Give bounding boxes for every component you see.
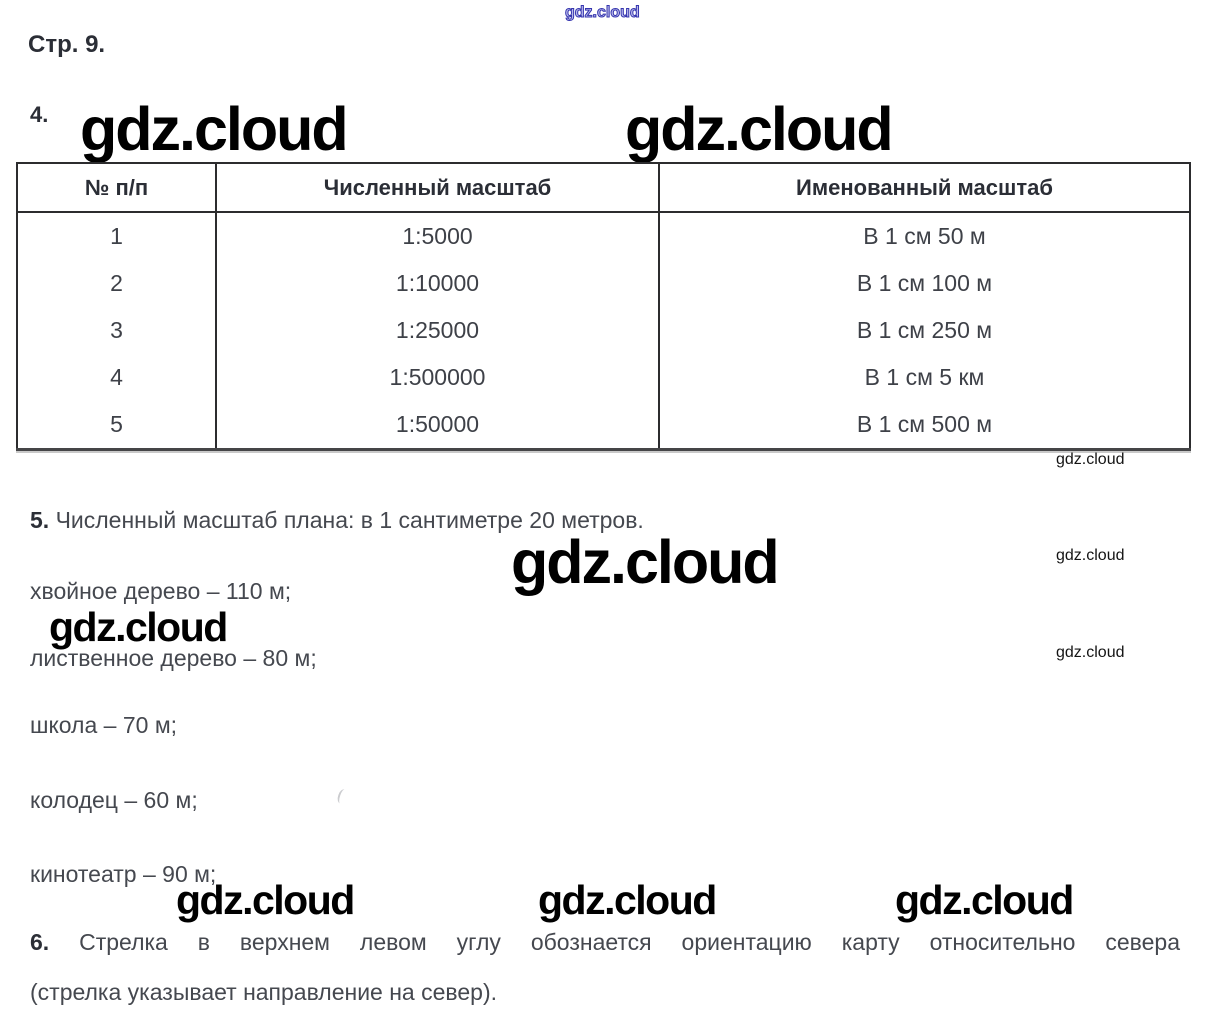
table-cell: 1 — [16, 212, 217, 260]
table-cell: 1:5000 — [215, 212, 660, 260]
watermark-small-2: gdz.cloud — [1056, 547, 1125, 564]
watermark-large-1: gdz.cloud — [80, 95, 349, 163]
table-row: 3 1:25000 В 1 см 250 м — [16, 307, 1191, 354]
scale-table: № п/п Численный масштаб Именованный масш… — [16, 162, 1191, 451]
task5-intro: 5. Численный масштаб плана: в 1 сантимет… — [30, 507, 644, 534]
task6-line1-text: Стрелка в верхнем левом углу обознается … — [79, 929, 1180, 955]
table-cell: 2 — [16, 260, 217, 307]
list-item-well: колодец – 60 м; — [30, 787, 198, 813]
table-cell: В 1 см 50 м — [658, 212, 1191, 260]
table-cell: 3 — [16, 307, 217, 354]
table-cell: 1:500000 — [215, 354, 660, 401]
table-row: 2 1:10000 В 1 см 100 м — [16, 260, 1191, 307]
page-label: Стр. 9. — [28, 31, 106, 58]
table-row: 4 1:500000 В 1 см 5 км — [16, 354, 1191, 401]
task5-number: 5. — [30, 507, 50, 533]
table-cell: 1:10000 — [215, 260, 660, 307]
table-cell: 1:25000 — [215, 307, 660, 354]
task6-line2: (стрелка указывает направление на север)… — [30, 979, 497, 1005]
table-header-row: № п/п Численный масштаб Именованный масш… — [16, 163, 1191, 213]
table-header-cell: Численный масштаб — [215, 163, 660, 213]
table-header-cell: № п/п — [16, 163, 217, 213]
task4-number: 4. — [30, 102, 49, 127]
table-cell: В 1 см 5 км — [658, 354, 1191, 401]
watermark-small-1: gdz.cloud — [1056, 451, 1125, 468]
table-cell: В 1 см 500 м — [658, 401, 1191, 450]
watermark-medium: gdz.cloud — [49, 604, 228, 650]
watermark-large-3: gdz.cloud — [511, 528, 780, 596]
watermark-large-2: gdz.cloud — [625, 95, 894, 163]
watermark-bottom-2: gdz.cloud — [538, 877, 717, 923]
watermark-small-3: gdz.cloud — [1056, 644, 1125, 661]
list-item-cinema: кинотеатр – 90 м; — [30, 861, 217, 887]
table-cell: В 1 см 250 м — [658, 307, 1191, 354]
table-cell: 1:50000 — [215, 401, 660, 450]
scan-artifact — [335, 787, 350, 806]
table-cell: В 1 см 100 м — [658, 260, 1191, 307]
watermark-top-blue: gdz.cloud — [565, 4, 641, 22]
task6-number: 6. — [30, 929, 50, 955]
list-item-deciduous: лиственное дерево – 80 м; — [30, 645, 317, 671]
task5-intro-text: Численный масштаб плана: в 1 сантиметре … — [55, 507, 644, 533]
list-item-conifer: хвойное дерево – 110 м; — [30, 578, 292, 604]
list-item-school: школа – 70 м; — [30, 712, 178, 738]
watermark-bottom-3: gdz.cloud — [895, 877, 1074, 923]
table-row: 1 1:5000 В 1 см 50 м — [16, 212, 1191, 260]
table-row: 5 1:50000 В 1 см 500 м — [16, 401, 1191, 450]
task6-line1: 6. Стрелка в верхнем левом углу обознает… — [30, 929, 1180, 956]
watermark-bottom-1: gdz.cloud — [176, 877, 355, 923]
table-cell: 4 — [16, 354, 217, 401]
table-cell: 5 — [16, 401, 217, 450]
table-header-cell: Именованный масштаб — [658, 163, 1191, 213]
